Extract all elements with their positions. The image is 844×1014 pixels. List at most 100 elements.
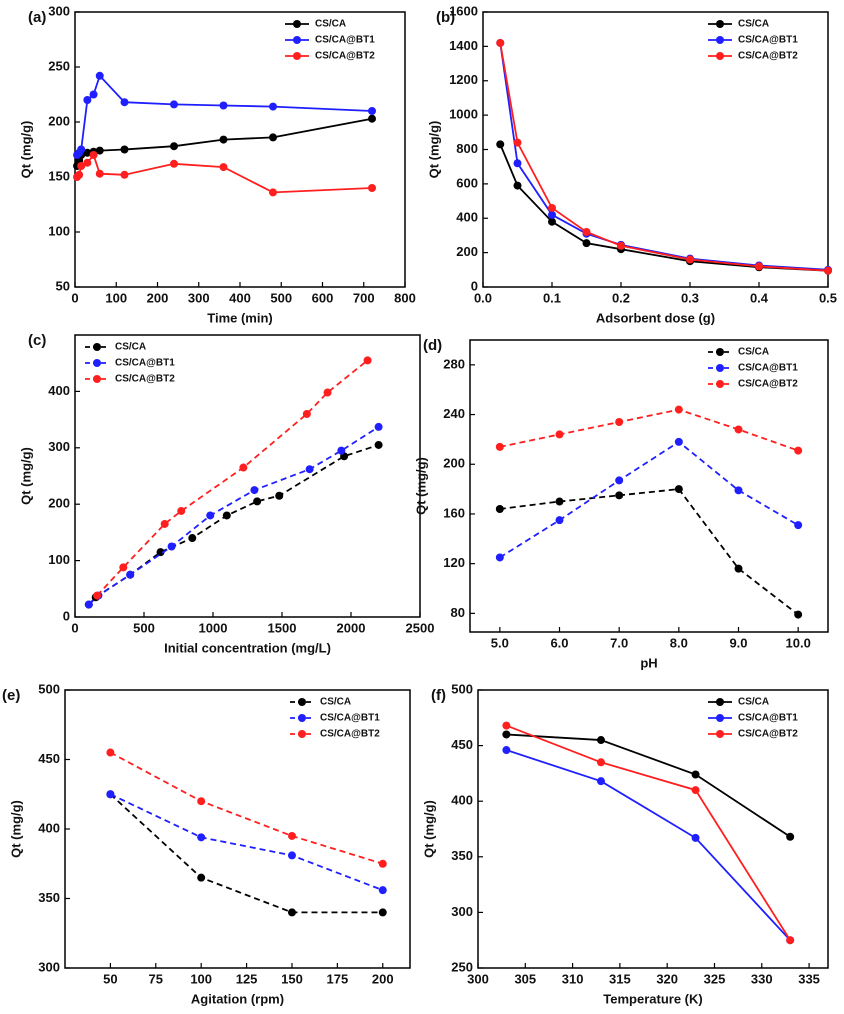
y-tick-label: 1200 (449, 72, 478, 87)
data-point (253, 497, 262, 506)
data-point (368, 184, 376, 192)
data-point (555, 516, 564, 525)
x-axis-label: Initial concentration (mg/L) (164, 640, 331, 655)
data-point (555, 497, 564, 506)
data-point (269, 133, 277, 142)
data-point (170, 142, 178, 151)
legend-label: CS/CA@BT2 (115, 374, 175, 385)
data-point (378, 886, 387, 895)
y-tick-label: 50 (56, 278, 70, 293)
legend-label: CS/CA@BT1 (320, 713, 380, 724)
panel-label: (d) (423, 337, 442, 354)
data-point (95, 71, 104, 80)
legend-label: CS/CA@BT2 (738, 51, 798, 62)
data-point (617, 241, 625, 250)
legend-marker (298, 730, 306, 738)
y-tick-label: 280 (443, 356, 465, 371)
data-point (239, 463, 248, 472)
x-tick-label: 2500 (406, 620, 435, 635)
data-point (275, 491, 284, 500)
x-tick-label: 500 (133, 620, 155, 635)
data-point (177, 506, 186, 515)
data-point (734, 564, 743, 573)
x-tick-label: 400 (229, 290, 251, 305)
y-tick-label: 450 (451, 737, 473, 752)
legend-marker (293, 52, 301, 60)
data-point (495, 553, 504, 562)
data-point (222, 511, 231, 520)
data-point (197, 797, 206, 806)
panel-label: (a) (28, 9, 46, 26)
legend-marker (716, 698, 724, 706)
x-tick-label: 100 (190, 971, 212, 986)
data-point (615, 418, 624, 427)
legend-marker (716, 380, 724, 388)
y-tick-label: 100 (48, 552, 70, 567)
legend-marker (293, 20, 301, 28)
data-point (496, 38, 505, 47)
x-axis-label: Temperature (K) (603, 991, 702, 1006)
data-point (513, 138, 522, 147)
data-point (691, 770, 700, 779)
data-point (824, 266, 832, 275)
y-tick-label: 1400 (449, 38, 478, 53)
data-point (119, 563, 128, 572)
y-axis-label: Qt (mg/g) (18, 121, 33, 179)
x-tick-label: 6.0 (550, 635, 568, 650)
x-tick-label: 700 (353, 290, 375, 305)
data-point (77, 162, 86, 170)
y-tick-label: 350 (38, 890, 60, 905)
series-line (109, 751, 384, 865)
legend-label: CS/CA@BT1 (738, 363, 798, 374)
data-point (596, 736, 605, 745)
data-point (83, 96, 92, 104)
legend-label: CS/CA@BT1 (315, 35, 375, 46)
plot-frame (469, 339, 829, 633)
y-axis-label: Qt (mg/g) (18, 447, 33, 505)
data-point (374, 440, 383, 449)
legend-label: CS/CA@BT1 (115, 358, 175, 369)
y-tick-label: 300 (451, 904, 473, 919)
x-tick-label: 320 (656, 971, 678, 986)
data-point (170, 100, 178, 109)
x-tick-label: 0.5 (819, 290, 837, 305)
y-tick-label: 150 (48, 168, 70, 183)
y-tick-label: 350 (451, 848, 473, 863)
legend-label: CS/CA@BT1 (738, 35, 798, 46)
data-point (691, 833, 700, 842)
data-point (337, 446, 346, 455)
legend-marker (93, 359, 101, 367)
y-tick-label: 300 (38, 959, 60, 974)
data-point (378, 859, 387, 868)
series-line (499, 488, 799, 616)
data-point (120, 98, 129, 107)
x-tick-label: 0 (71, 620, 78, 635)
data-point (786, 832, 795, 841)
legend-label: CS/CA@BT2 (738, 379, 798, 390)
y-tick-label: 250 (451, 959, 473, 974)
x-tick-label: 0 (71, 290, 78, 305)
legend-label: CS/CA (738, 19, 769, 30)
data-point (250, 486, 259, 495)
y-tick-label: 160 (443, 505, 465, 520)
x-tick-label: 0.4 (750, 290, 769, 305)
x-tick-label: 75 (149, 971, 163, 986)
legend-marker (298, 698, 306, 706)
x-tick-label: 150 (281, 971, 303, 986)
x-tick-label: 100 (105, 290, 127, 305)
x-tick-label: 175 (327, 971, 349, 986)
data-point (75, 170, 84, 179)
series-line (109, 793, 383, 914)
data-point (615, 476, 624, 485)
data-point (269, 188, 277, 197)
x-tick-label: 335 (798, 971, 820, 986)
data-point (302, 409, 311, 418)
x-tick-label: 315 (609, 971, 631, 986)
y-tick-label: 100 (48, 223, 70, 238)
data-point (197, 873, 206, 882)
data-point (219, 101, 228, 110)
y-tick-label: 1000 (449, 107, 478, 122)
x-tick-label: 0.2 (612, 290, 630, 305)
data-point (513, 159, 522, 168)
